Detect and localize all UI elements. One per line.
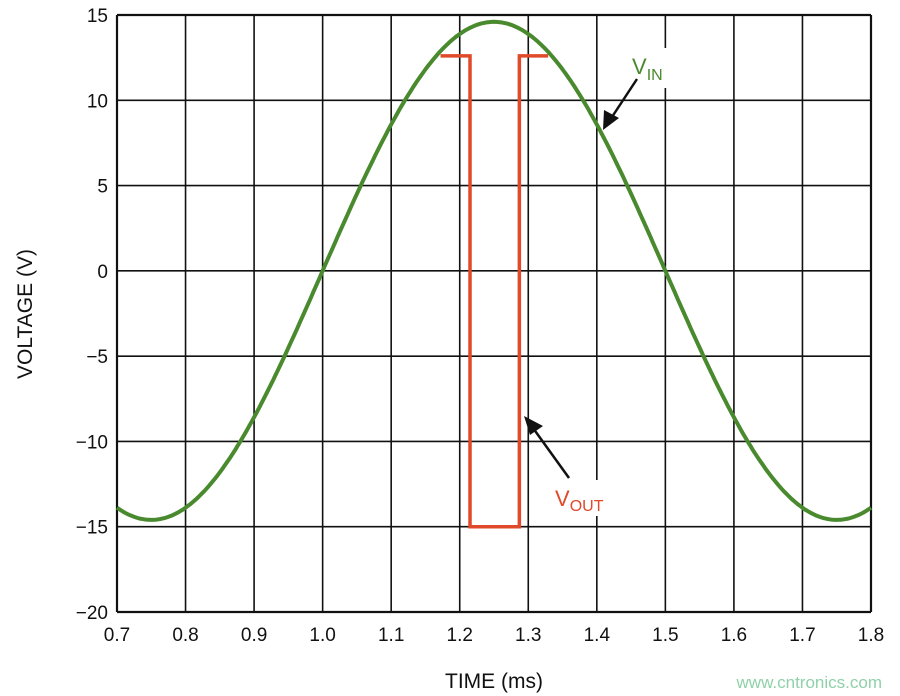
y-tick-label: −20 (76, 603, 108, 624)
x-tick-label: 1.0 (309, 625, 335, 646)
vin-arrow (608, 78, 639, 121)
x-tick-label: 0.9 (241, 625, 267, 646)
y-tick-label: −15 (76, 518, 108, 539)
svg-text:VIN: VIN (632, 54, 663, 84)
vout-line (440, 54, 549, 529)
vin-annotation: VIN (603, 48, 673, 130)
vout-arrowhead (524, 416, 543, 435)
y-tick-label: 10 (87, 91, 108, 112)
svg-text:VOUT: VOUT (555, 486, 604, 515)
x-tick-label: 1.1 (378, 625, 404, 646)
tick-labels: 0.7 0.8 0.9 1.0 1.1 1.2 1.3 1.4 1.5 1.6 1.7 1.8 15 10… (76, 6, 884, 646)
x-tick-label: 1.7 (789, 625, 815, 646)
x-axis-label: TIME (ms) (445, 670, 543, 693)
x-tick-label: 1.2 (447, 625, 473, 646)
y-tick-label: 15 (87, 6, 108, 27)
watermark: www.cntronics.com (736, 673, 882, 692)
vout-annotation: VOUT (524, 416, 614, 516)
y-axis-label: VOLTAGE (V) (14, 249, 37, 379)
x-tick-label: 0.7 (104, 625, 130, 646)
vin-line (115, 19, 873, 522)
grid (115, 13, 873, 614)
x-tick-label: 1.3 (515, 625, 541, 646)
x-tick-label: 1.5 (652, 625, 678, 646)
x-tick-label: 1.6 (721, 625, 747, 646)
y-tick-label: 5 (97, 177, 108, 198)
x-tick-label: 1.8 (858, 625, 884, 646)
x-tick-label: 1.4 (584, 625, 611, 646)
vout-arrow (531, 427, 571, 479)
y-tick-label: −5 (86, 347, 108, 368)
y-tick-label: −10 (76, 432, 108, 453)
x-tick-label: 0.8 (172, 625, 198, 646)
y-tick-label: 0 (97, 262, 108, 283)
curves (115, 19, 873, 529)
vin-arrowhead (603, 110, 619, 130)
